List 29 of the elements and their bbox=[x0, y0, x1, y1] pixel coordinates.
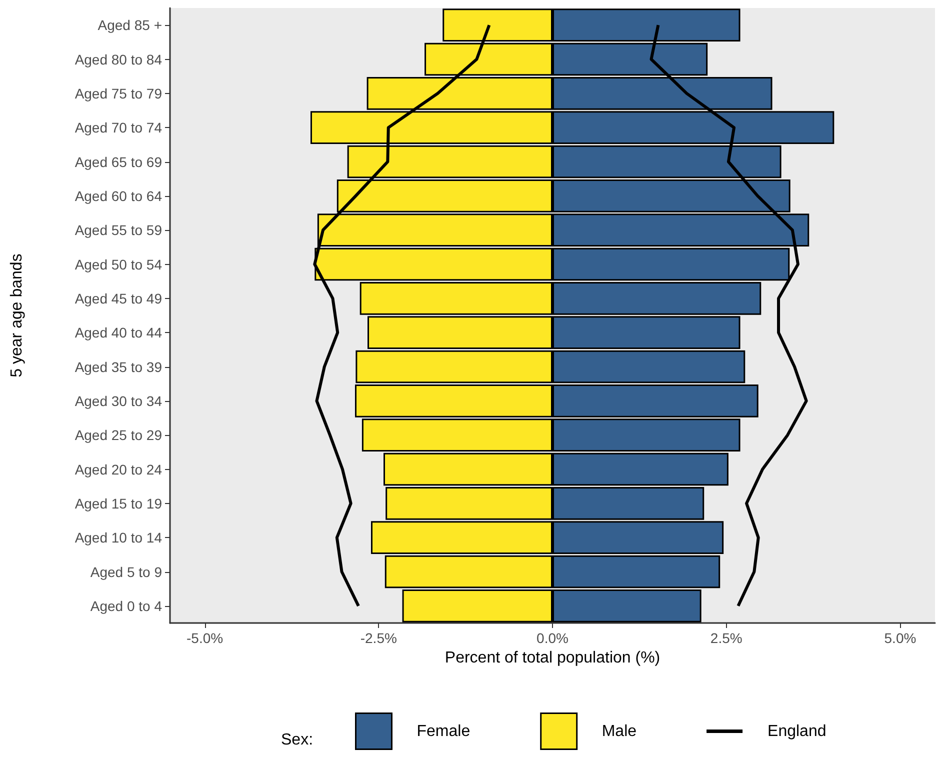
legend-label: Female bbox=[416, 722, 470, 740]
x-tick-label: 0.0% bbox=[536, 630, 568, 646]
x-tick-label: -2.5% bbox=[360, 630, 397, 646]
y-tick-label: Aged 20 to 24 bbox=[74, 461, 162, 478]
y-tick-label: Aged 15 to 19 bbox=[74, 495, 162, 512]
x-tick-label: 2.5% bbox=[710, 630, 742, 646]
y-tick-label: Aged 10 to 14 bbox=[74, 530, 162, 546]
y-tick-label: Aged 45 to 49 bbox=[74, 290, 162, 306]
y-tick-label: Aged 65 to 69 bbox=[74, 154, 162, 170]
y-tick-label: Aged 80 to 84 bbox=[74, 51, 162, 68]
y-tick-label: Aged 50 to 54 bbox=[74, 256, 162, 272]
y-tick-label: Aged 75 to 79 bbox=[74, 85, 162, 102]
y-tick-label: Aged 60 to 64 bbox=[74, 188, 162, 204]
x-axis-title: Percent of total population (%) bbox=[444, 649, 660, 666]
y-tick-label: Aged 25 to 29 bbox=[74, 427, 162, 444]
y-tick-label: Aged 0 to 4 bbox=[90, 598, 162, 614]
y-tick-label: Aged 30 to 34 bbox=[74, 392, 162, 409]
legend-label: Male bbox=[602, 722, 637, 740]
x-tick-label: 5.0% bbox=[884, 630, 916, 646]
x-tick-label: -5.0% bbox=[186, 630, 224, 646]
y-tick-label: Aged 70 to 74 bbox=[74, 120, 162, 136]
y-tick-label: Aged 85 + bbox=[98, 17, 162, 34]
y-axis-title: 5 year age bands bbox=[8, 254, 26, 378]
y-tick-label: Aged 40 to 44 bbox=[74, 324, 162, 341]
y-tick-label: Aged 55 to 59 bbox=[74, 222, 162, 238]
legend-title: Sex: bbox=[281, 732, 314, 748]
legend-label: England bbox=[768, 722, 826, 740]
y-tick-label: Aged 35 to 39 bbox=[74, 358, 162, 375]
y-tick-label: Aged 5 to 9 bbox=[90, 564, 162, 580]
